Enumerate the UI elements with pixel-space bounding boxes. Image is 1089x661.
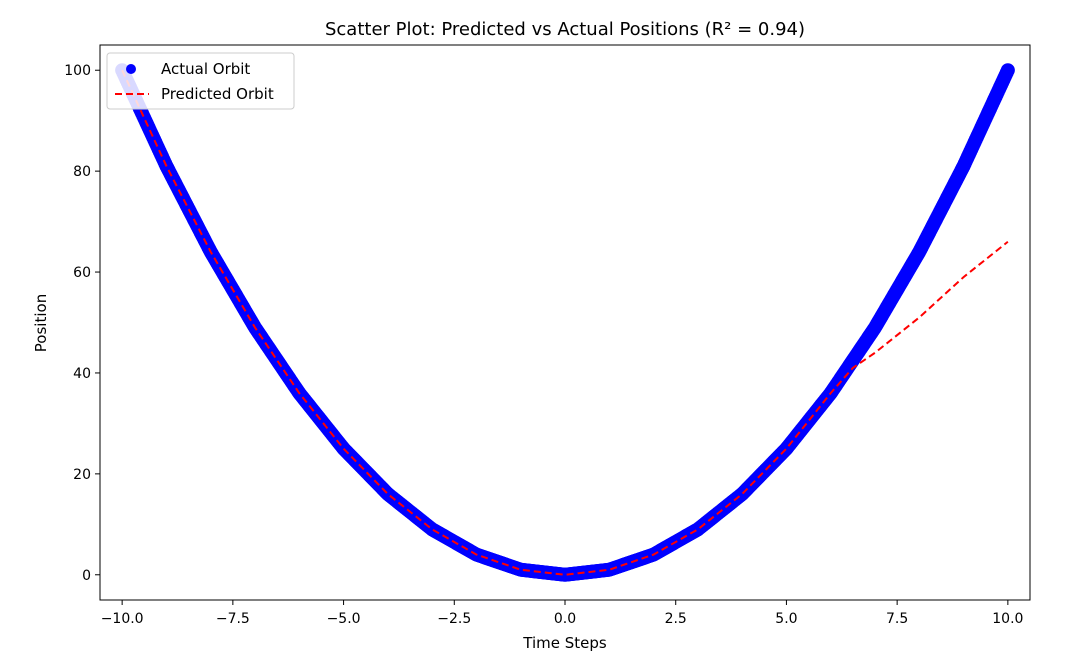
y-axis-label: Position bbox=[32, 294, 50, 352]
x-tick-label: 10.0 bbox=[992, 611, 1023, 627]
y-tick-label: 80 bbox=[73, 164, 91, 180]
y-tick-label: 20 bbox=[73, 467, 91, 483]
legend-label-actual: Actual Orbit bbox=[161, 60, 250, 78]
y-tick-label: 60 bbox=[73, 265, 91, 281]
series-actual-orbit bbox=[115, 63, 1015, 582]
x-tick-label: 7.5 bbox=[886, 611, 908, 627]
x-tick-label: −2.5 bbox=[437, 611, 471, 627]
x-axis: −10.0 −7.5 −5.0 −2.5 0.0 2.5 5.0 7.5 10.0 bbox=[101, 600, 1023, 627]
x-tick-label: −5.0 bbox=[327, 611, 361, 627]
x-tick-label: −7.5 bbox=[216, 611, 250, 627]
x-tick-label: 2.5 bbox=[665, 611, 687, 627]
legend-label-predicted: Predicted Orbit bbox=[161, 85, 274, 103]
y-tick-label: 40 bbox=[73, 366, 91, 382]
x-tick-label: 0.0 bbox=[554, 611, 576, 627]
x-tick-label: −10.0 bbox=[101, 611, 144, 627]
legend: Actual Orbit Predicted Orbit bbox=[106, 52, 295, 110]
x-axis-label: Time Steps bbox=[522, 634, 607, 652]
x-tick-label: 5.0 bbox=[775, 611, 797, 627]
series-predicted-orbit bbox=[121, 69, 1009, 576]
plot-frame bbox=[99, 44, 1031, 601]
legend-marker-actual bbox=[126, 64, 136, 74]
legend-box bbox=[106, 52, 295, 110]
chart-title: Scatter Plot: Predicted vs Actual Positi… bbox=[325, 19, 805, 40]
y-axis: 0 20 40 60 80 100 bbox=[64, 63, 100, 584]
y-tick-label: 0 bbox=[82, 568, 91, 584]
y-tick-label: 100 bbox=[64, 63, 91, 79]
plot-area bbox=[115, 63, 1015, 582]
actual-point bbox=[1000, 63, 1015, 78]
